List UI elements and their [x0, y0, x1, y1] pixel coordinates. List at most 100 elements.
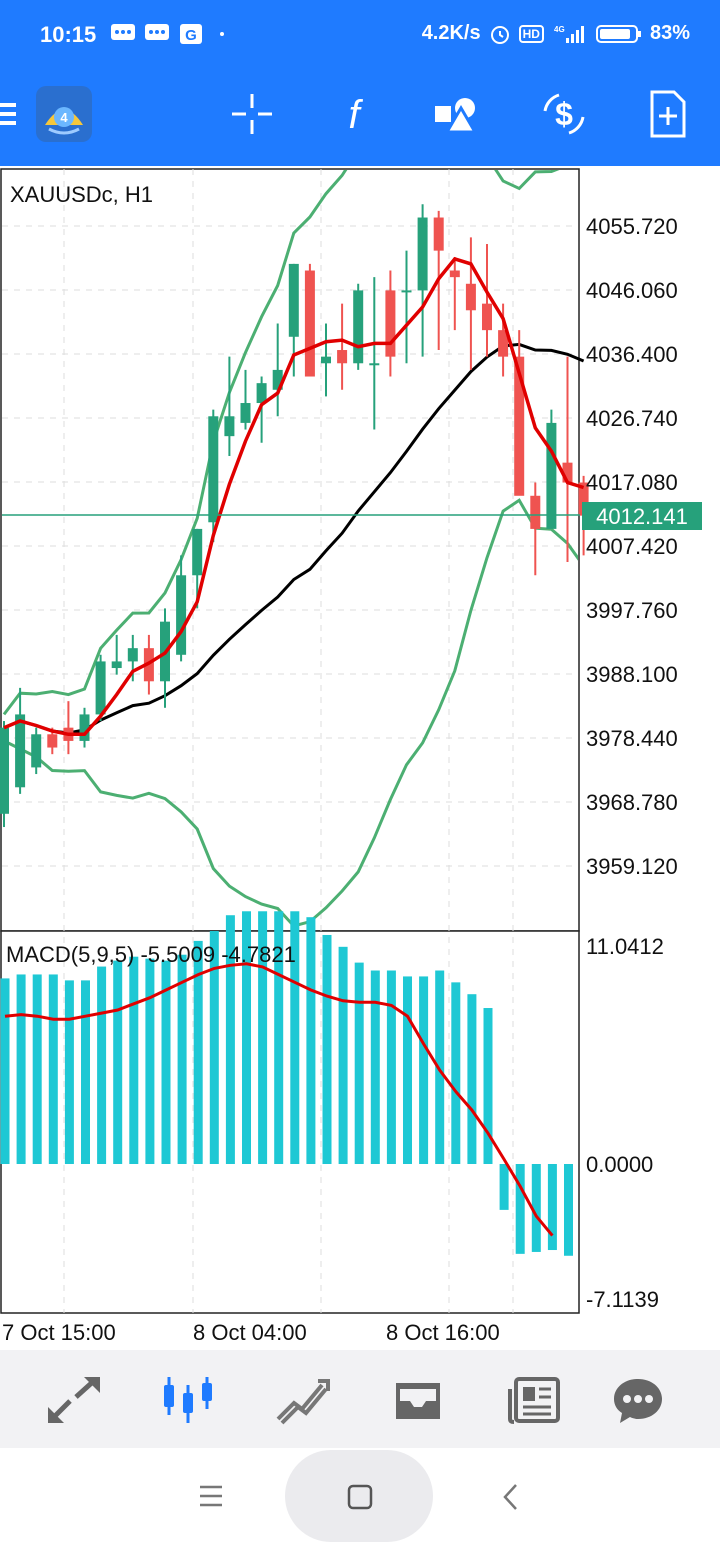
candle-body: [111, 661, 122, 669]
macd-bar: [16, 974, 26, 1164]
price-tick-label: 4017.080: [586, 470, 678, 495]
indicators-button[interactable]: f: [324, 84, 384, 144]
macd-bar: [499, 1164, 509, 1210]
moving-average-fast: [3, 256, 585, 737]
recents-icon[interactable]: [198, 1484, 224, 1508]
time-tick-label: 8 Oct 16:00: [386, 1320, 500, 1345]
trade-button[interactable]: $: [534, 84, 594, 144]
nav-chat[interactable]: [608, 1370, 668, 1430]
candle-body: [482, 303, 492, 331]
price-chart[interactable]: 4055.720 4046.060 4036.400 4026.740 4017.080…: [0, 166, 720, 1350]
news-icon: [508, 1377, 560, 1424]
menu-button[interactable]: [0, 84, 26, 144]
notification-icons: G: [110, 22, 228, 46]
history-icon: [396, 1383, 440, 1419]
message-icon: [145, 24, 169, 40]
candle-body: [240, 403, 251, 423]
crosshair-icon: [232, 94, 272, 134]
svg-text:4G: 4G: [554, 25, 565, 34]
app-logo[interactable]: 4: [34, 84, 94, 144]
macd-bar: [515, 1164, 525, 1254]
macd-axis: 11.0412 0.0000 -7.1139: [586, 934, 664, 1312]
macd-bar: [177, 954, 187, 1164]
macd-bar: [161, 960, 171, 1164]
candle-body: [337, 350, 348, 364]
new-order-button[interactable]: [638, 84, 698, 144]
candle-body: [465, 283, 476, 311]
macd-level-label: 0.0000: [586, 1152, 653, 1177]
candle-body: [546, 422, 557, 529]
crosshair-button[interactable]: [222, 84, 282, 144]
macd-bar: [193, 940, 203, 1164]
candle-body: [47, 734, 58, 748]
candle-body: [578, 482, 589, 516]
price-tick-label: 4055.720: [586, 214, 678, 239]
macd-signal-line: [4, 962, 554, 1237]
macd-bar: [564, 1164, 573, 1256]
candle-body: [95, 661, 106, 715]
candles: [0, 204, 589, 828]
hd-badge: HD: [518, 24, 544, 43]
signal-icon: 4G: [554, 25, 584, 43]
macd-bar: [451, 982, 461, 1164]
candle-body: [417, 217, 428, 291]
nav-chart[interactable]: [158, 1370, 218, 1430]
candle-body: [449, 270, 460, 278]
price-tick-label: 3959.120: [586, 854, 678, 879]
home-icon[interactable]: [346, 1483, 374, 1511]
macd-bar: [322, 934, 332, 1164]
price-tick-label: 3988.100: [586, 662, 678, 687]
macd-bar: [113, 960, 123, 1164]
objects-icon: [435, 98, 478, 134]
candle-body: [127, 648, 138, 662]
macd-bar: [338, 946, 348, 1164]
price-tick-label: 3978.440: [586, 726, 678, 751]
macd-level-label: 11.0412: [586, 934, 664, 959]
svg-text:$: $: [555, 96, 573, 132]
candle-body: [353, 290, 364, 364]
macd-bar: [32, 974, 42, 1164]
quotes-icon: [48, 1377, 100, 1423]
app-logo-icon: 4: [36, 86, 92, 142]
macd-bar: [225, 915, 235, 1164]
trade-icon: $: [543, 93, 585, 135]
svg-text:4: 4: [60, 110, 68, 125]
macd-bar: [97, 966, 107, 1164]
macd-bar: [48, 974, 58, 1164]
nav-history[interactable]: [388, 1370, 448, 1430]
candle-body: [224, 416, 235, 437]
svg-text:G: G: [185, 27, 197, 44]
macd-bar: [547, 1164, 557, 1251]
candle-body: [530, 495, 541, 529]
objects-button[interactable]: [428, 84, 488, 144]
chart-area[interactable]: 4055.720 4046.060 4036.400 4026.740 4017.080…: [0, 166, 720, 1350]
macd-bar: [354, 962, 364, 1164]
candle-body: [562, 462, 573, 483]
macd-bar: [306, 917, 316, 1164]
time-tick-label: 8 Oct 04:00: [193, 1320, 307, 1345]
candle-body: [433, 217, 444, 251]
trade-icon: [276, 1379, 330, 1425]
price-tick-label: 4046.060: [586, 278, 678, 303]
macd-bar: [467, 994, 477, 1164]
new-order-icon: [650, 90, 686, 138]
macd-bar: [81, 980, 90, 1164]
back-icon[interactable]: [500, 1482, 522, 1512]
nav-trade[interactable]: [272, 1370, 332, 1430]
nav-news[interactable]: [504, 1370, 564, 1430]
candle-body: [514, 356, 525, 496]
status-bar: 10:15 G 4.2K/s HD 4G: [0, 0, 720, 70]
svg-text:f: f: [348, 93, 363, 136]
time-tick-label: 7 Oct 15:00: [2, 1320, 116, 1345]
candle-body: [369, 363, 380, 366]
macd-bar: [403, 976, 412, 1164]
current-price-label: 4012.141: [596, 504, 688, 529]
candle-body: [0, 727, 9, 814]
nav-quotes[interactable]: [44, 1370, 104, 1430]
macd-bar: [129, 956, 139, 1164]
price-tick-label: 3968.780: [586, 790, 678, 815]
candle-body: [321, 356, 331, 364]
candle-body: [208, 416, 219, 523]
macd-bar: [290, 911, 300, 1164]
upper-band: [2, 170, 560, 716]
